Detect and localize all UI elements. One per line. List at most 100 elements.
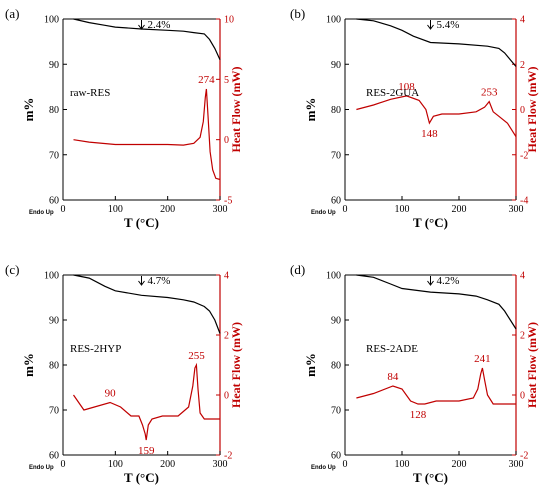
peak-label: 148 [421,128,438,140]
y-tick-label: 60 [331,196,341,207]
y-right-tick-label: 10 [224,15,234,26]
y-right-tick-label: 0 [224,135,229,146]
tga-series-line [73,18,221,60]
panel-label: (a) [5,6,19,21]
x-tick-label: 300 [509,459,524,470]
x-tick-label: 100 [108,459,123,470]
panel-label: (c) [5,262,19,277]
y-axis-label-left: m% [303,353,318,377]
x-tick-label: 0 [343,204,348,215]
x-tick-label: 200 [160,204,175,215]
y-axis-label-right: Heat Flow (mW) [229,67,243,153]
y-axis-label-left: m% [21,98,36,122]
x-axis-label: T (°C) [124,215,159,230]
arrow-head-icon [427,280,434,286]
x-tick-label: 200 [452,459,467,470]
x-tick-label: 200 [160,459,175,470]
y-right-tick-label: 2 [224,331,229,342]
sample-label: raw-RES [70,87,110,99]
endo-up-label: Endo Up [311,465,336,471]
mass-loss-label: 5.4% [437,19,460,31]
y-tick-label: 60 [331,451,341,462]
y-right-tick-label: -5 [224,196,232,207]
sample-label: RES-2GUA [366,87,419,99]
endo-up-label: Endo Up [29,465,54,471]
tga-series-line [356,18,517,67]
peak-label: 90 [105,388,117,400]
x-tick-label: 300 [213,459,228,470]
mass-loss-label: 4.7% [148,275,171,287]
y-tick-label: 60 [49,451,59,462]
y-right-tick-label: 0 [520,105,525,116]
x-tick-label: 0 [61,204,66,215]
y-right-tick-label: 5 [224,75,229,86]
x-tick-label: 300 [213,204,228,215]
x-tick-label: 0 [61,459,66,470]
y-right-tick-label: -2 [224,451,232,462]
y-tick-label: 70 [331,406,341,417]
y-axis-label-right: Heat Flow (mW) [525,67,539,153]
y-tick-label: 80 [49,105,59,116]
y-tick-label: 80 [331,361,341,372]
y-tick-label: 100 [44,271,59,282]
y-tick-label: 70 [331,150,341,161]
x-axis-label: T (°C) [413,215,448,230]
y-right-tick-label: 4 [224,271,229,282]
y-tick-label: 90 [49,60,59,71]
panel-label: (b) [290,6,305,21]
peak-label: 274 [198,74,215,86]
peak-label: 128 [410,409,427,421]
x-tick-label: 300 [509,204,524,215]
peak-label: 255 [188,350,205,362]
dsc-series-line [356,95,517,138]
panel-4: (d) 0 100 200 300 60 70 80 90 100 -2 0 2 4 T (°C) m% Hea… [290,262,539,485]
mass-loss-label: 4.2% [437,275,460,287]
endo-up-label: Endo Up [29,210,54,216]
y-right-tick-label: -2 [520,451,528,462]
y-axis-label-right: Heat Flow (mW) [229,322,243,408]
x-tick-label: 100 [108,204,123,215]
sample-label: RES-2HYP [70,343,121,355]
y-axis-label-left: m% [303,98,318,122]
mass-loss-label: 2.4% [148,19,171,31]
peak-label: 108 [398,81,415,93]
y-tick-label: 90 [331,316,341,327]
x-axis-label: T (°C) [413,470,448,485]
y-tick-label: 70 [49,406,59,417]
dsc-series-line [356,367,516,405]
sample-label: RES-2ADE [366,343,418,355]
y-right-tick-label: 4 [520,15,525,26]
x-tick-label: 0 [343,459,348,470]
y-tick-label: 70 [49,150,59,161]
peak-label: 159 [138,445,155,457]
y-right-tick-label: -2 [520,150,528,161]
arrow-head-icon [138,280,145,286]
y-tick-label: 100 [326,15,341,26]
panel-1: (a) 0 100 200 300 60 70 80 90 100 -5 0 5 10 T (°C) m% He… [5,6,243,230]
y-right-tick-label: 2 [520,331,525,342]
tga-series-line [73,274,221,334]
y-axis-label-right: Heat Flow (mW) [525,322,539,408]
dsc-series-line [73,362,220,441]
y-right-tick-label: 2 [520,60,525,71]
y-tick-label: 80 [49,361,59,372]
panel-3: (c) 0 100 200 300 60 70 80 90 100 -2 0 2 4 T (°C) m% Hea… [5,262,243,485]
y-right-tick-label: 4 [520,271,525,282]
y-tick-label: 80 [331,105,341,116]
x-tick-label: 200 [452,204,467,215]
y-right-tick-label: -4 [520,196,528,207]
peak-label: 253 [481,87,498,99]
y-tick-label: 90 [331,60,341,71]
panel-2: (b) 0 100 200 300 60 70 80 90 100 -4 -2 0 2 4 T (°C) m% H… [290,6,539,230]
dsc-series-line [73,88,221,181]
y-tick-label: 100 [326,271,341,282]
y-axis-label-left: m% [21,353,36,377]
x-tick-label: 100 [395,459,410,470]
y-tick-label: 60 [49,196,59,207]
y-right-tick-label: 0 [520,391,525,402]
arrow-head-icon [427,24,434,30]
y-tick-label: 100 [44,15,59,26]
endo-up-label: Endo Up [311,210,336,216]
peak-label: 241 [474,353,491,365]
